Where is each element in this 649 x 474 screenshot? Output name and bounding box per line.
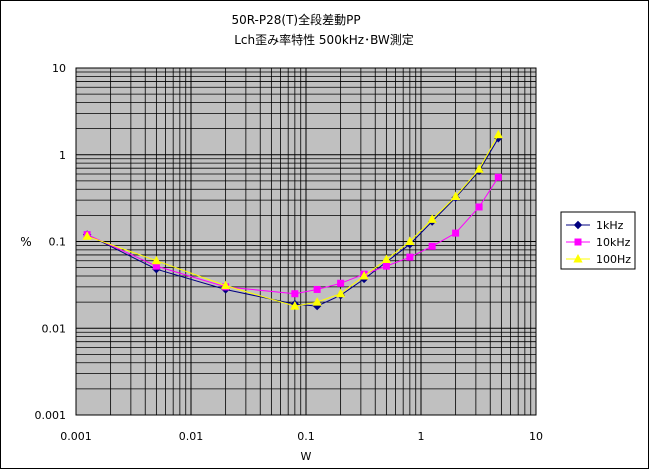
legend-label: 100Hz xyxy=(596,253,631,266)
y-tick-label: 10 xyxy=(52,62,66,75)
x-tick-label: 10 xyxy=(529,430,543,443)
chart-subtitle: Lch歪み率特性 500kHz･BW測定 xyxy=(234,32,414,47)
x-axis-label: W xyxy=(301,450,312,463)
chart-title: 50R-P28(T)全段差動PP xyxy=(231,12,360,27)
plot-border xyxy=(75,67,537,416)
data-point-10khz xyxy=(406,253,414,261)
data-point-100hz xyxy=(220,280,231,290)
y-axis-label: % xyxy=(20,235,31,249)
data-point-10khz xyxy=(337,279,345,287)
legend-label: 1kHz xyxy=(596,219,624,232)
y-tick-label: 0.001 xyxy=(35,409,67,422)
data-point-10khz xyxy=(428,242,436,250)
data-point-100hz xyxy=(290,301,300,310)
legend-label: 10kHz xyxy=(596,236,631,249)
series-100hz xyxy=(82,129,503,310)
data-point-100hz xyxy=(493,129,503,139)
data-point-100hz xyxy=(359,270,369,280)
data-point-100hz xyxy=(427,214,437,223)
y-tick-label: 1 xyxy=(59,149,66,162)
y-tick-label: 0.1 xyxy=(49,236,67,249)
legend: 1kHz 10kHz 100Hz xyxy=(560,211,636,270)
x-tick-label: 0.001 xyxy=(60,430,92,443)
legend-item-10khz: 10kHz xyxy=(566,236,631,249)
data-point-10khz xyxy=(291,290,299,298)
legend-item-1khz: 1kHz xyxy=(566,219,624,232)
series-layer xyxy=(82,129,503,311)
data-point-100hz xyxy=(151,255,162,265)
data-point-10khz xyxy=(475,203,483,211)
x-tick-label: 0.01 xyxy=(179,430,204,443)
legend-marker xyxy=(573,220,583,230)
legend-marker xyxy=(573,253,583,263)
x-tick-label: 0.1 xyxy=(297,430,315,443)
data-point-100hz xyxy=(381,254,392,264)
data-point-100hz xyxy=(312,297,322,306)
x-tick-label: 1 xyxy=(418,430,425,443)
data-point-10khz xyxy=(494,173,502,181)
data-point-100hz xyxy=(335,288,346,298)
legend-item-100hz: 100Hz xyxy=(566,253,631,266)
y-tick-label: 0.01 xyxy=(42,322,67,335)
data-point-10khz xyxy=(382,262,390,270)
legend-items: 1kHz 10kHz 100Hz xyxy=(566,219,631,266)
tick-labels: 0.001 0.01 0.1 1 10 10 1 0.1 0.01 0.001 xyxy=(35,62,544,443)
data-point-100hz xyxy=(450,191,461,201)
data-point-100hz xyxy=(474,164,484,173)
data-point-10khz xyxy=(452,229,460,237)
data-point-10khz xyxy=(313,285,321,293)
data-point-100hz xyxy=(405,236,415,245)
data-point-100hz xyxy=(82,231,92,240)
legend-marker xyxy=(574,238,582,246)
grid-lines xyxy=(75,67,537,416)
